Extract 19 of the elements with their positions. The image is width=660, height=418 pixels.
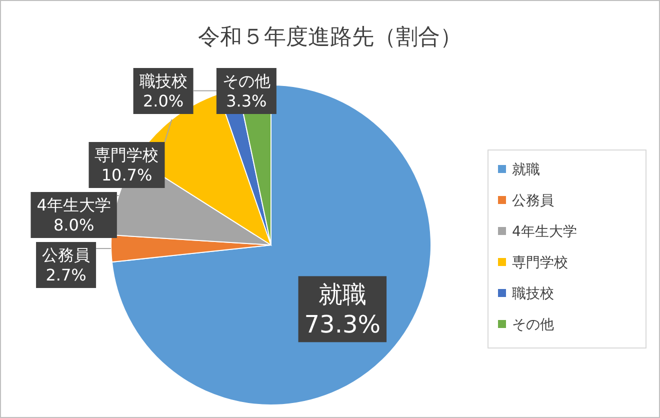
- data-label: 73.3%: [304, 310, 381, 339]
- slice-label: 公務員: [42, 246, 90, 265]
- legend-label: 専門学校: [512, 255, 568, 271]
- legend-label: 職技校: [512, 286, 554, 302]
- slice-label: 職技校: [139, 72, 188, 91]
- legend-label: 就職: [512, 162, 540, 178]
- chart-title: 令和５年度進路先（割合）: [198, 25, 462, 50]
- data-label: 10.7%: [101, 166, 152, 185]
- data-label: 2.0%: [142, 92, 184, 111]
- data-label: 2.7%: [46, 266, 86, 285]
- data-label: 3.3%: [226, 92, 267, 111]
- legend-label: 公務員: [512, 193, 554, 209]
- slice-label: 専門学校: [94, 146, 159, 165]
- legend-label: その他: [512, 317, 554, 333]
- slice-label: その他: [222, 72, 270, 91]
- legend-label: 4年生大学: [512, 224, 577, 240]
- slice-label: 4年生大学: [36, 196, 111, 215]
- data-label: 8.0%: [54, 216, 94, 235]
- slice-label: 就職: [318, 280, 366, 309]
